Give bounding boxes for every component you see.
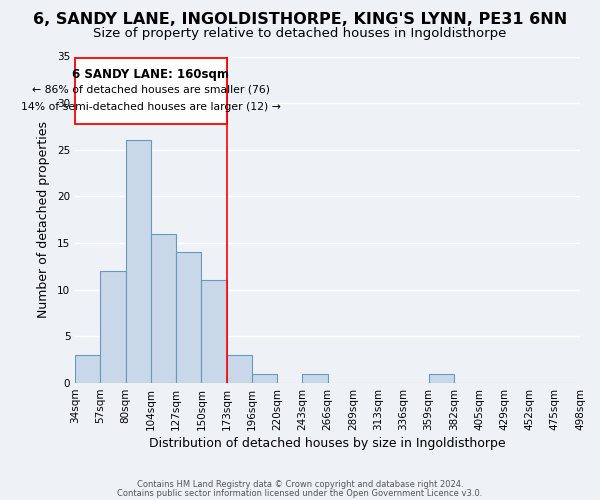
Bar bbox=[202, 280, 227, 383]
Bar bbox=[227, 355, 252, 383]
Bar bbox=[252, 374, 277, 383]
Bar bbox=[151, 234, 176, 383]
Text: Contains HM Land Registry data © Crown copyright and database right 2024.: Contains HM Land Registry data © Crown c… bbox=[137, 480, 463, 489]
Bar bbox=[125, 140, 151, 383]
X-axis label: Distribution of detached houses by size in Ingoldisthorpe: Distribution of detached houses by size … bbox=[149, 437, 506, 450]
FancyBboxPatch shape bbox=[75, 58, 227, 124]
Text: ← 86% of detached houses are smaller (76): ← 86% of detached houses are smaller (76… bbox=[32, 84, 270, 94]
Bar bbox=[176, 252, 202, 383]
Text: Size of property relative to detached houses in Ingoldisthorpe: Size of property relative to detached ho… bbox=[94, 28, 506, 40]
Bar bbox=[100, 271, 125, 383]
Text: 6 SANDY LANE: 160sqm: 6 SANDY LANE: 160sqm bbox=[73, 68, 229, 80]
Bar bbox=[75, 355, 100, 383]
Bar bbox=[302, 374, 328, 383]
Text: 14% of semi-detached houses are larger (12) →: 14% of semi-detached houses are larger (… bbox=[21, 102, 281, 112]
Bar bbox=[428, 374, 454, 383]
Y-axis label: Number of detached properties: Number of detached properties bbox=[37, 122, 50, 318]
Text: 6, SANDY LANE, INGOLDISTHORPE, KING'S LYNN, PE31 6NN: 6, SANDY LANE, INGOLDISTHORPE, KING'S LY… bbox=[33, 12, 567, 28]
Text: Contains public sector information licensed under the Open Government Licence v3: Contains public sector information licen… bbox=[118, 488, 482, 498]
